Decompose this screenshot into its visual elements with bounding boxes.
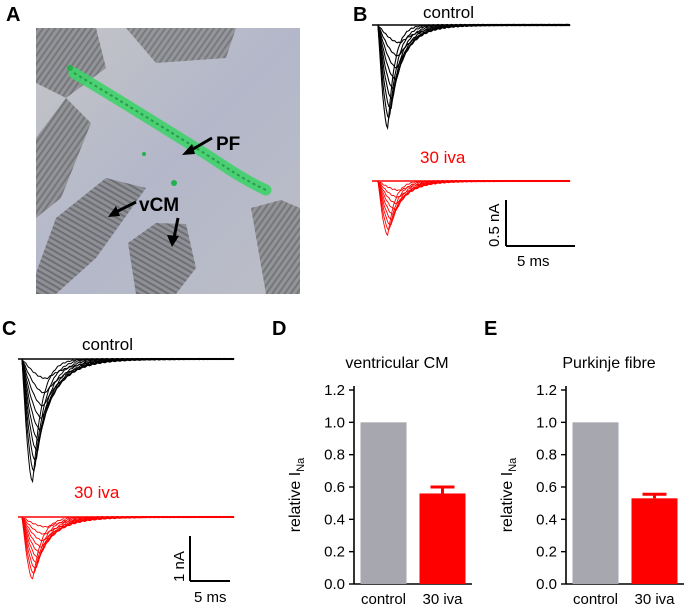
bar-chart-purkinje: Purkinje fibre relative INa 0.0 0.2 0.4 0.6 0.… [499, 355, 684, 608]
x-tick-label: 30 iva [422, 591, 463, 608]
panel-b-traces: control 30 iva 0.5 nA 5 ms [372, 3, 575, 270]
current-trace [21, 357, 235, 473]
y-tick-label: 0.6 [536, 479, 557, 496]
bar [572, 422, 619, 584]
scale-bar-current-label: 1 nA [171, 551, 188, 582]
bar [631, 498, 678, 584]
current-trace [377, 23, 571, 120]
y-tick-label: 0.2 [324, 544, 345, 561]
cell-top [126, 28, 236, 63]
cell-left [36, 98, 91, 218]
panel-letter-c: C [2, 318, 17, 340]
current-trace [21, 357, 235, 484]
bar [360, 422, 407, 584]
y-tick-label: 1.0 [324, 414, 345, 431]
current-trace [377, 23, 571, 101]
panel-letter-d: D [272, 318, 287, 340]
current-trace [377, 179, 571, 216]
panel-c-traces: control 30 iva 1 nA 5 ms [18, 335, 235, 606]
trace-label-control: control [82, 335, 133, 354]
y-axis-label: relative INa [287, 457, 307, 532]
current-trace [377, 23, 571, 91]
micrograph-image: PF vCM [36, 28, 300, 294]
panel-letter-b: B [353, 4, 368, 26]
y-tick-label: 0.4 [536, 511, 557, 528]
cell-bottom-left [36, 178, 146, 294]
panel-letter-a: A [6, 4, 21, 26]
drug-traces [372, 179, 571, 237]
current-trace [21, 357, 235, 394]
trace-label-drug: 30 iva [420, 148, 466, 167]
y-tick-label: 0.8 [536, 447, 557, 464]
cell-bottom-middle [128, 223, 196, 294]
current-trace [21, 357, 235, 380]
y-tick-label: 0.8 [324, 447, 345, 464]
chart-title: ventricular CM [345, 355, 448, 372]
x-tick-label: control [573, 591, 618, 608]
chart-title: Purkinje fibre [562, 355, 655, 372]
scale-bar-time-label: 5 ms [517, 253, 550, 270]
label-vcm: vCM [139, 195, 179, 216]
y-tick-label: 0.0 [324, 576, 345, 593]
arrow-vcm-down [172, 217, 180, 239]
scale-bar-current-label: 0.5 nA [486, 204, 503, 247]
y-axis-label: relative INa [499, 457, 519, 532]
y-tick-label: 1.0 [536, 414, 557, 431]
y-tick-label: 1.2 [324, 382, 345, 399]
x-tick-label: 30 iva [634, 591, 675, 608]
control-traces [372, 23, 571, 131]
scale-bar-time-label: 5 ms [194, 589, 227, 606]
arrow-vcm-left [115, 200, 137, 214]
y-tick-label: 0.0 [536, 576, 557, 593]
current-trace [377, 23, 571, 44]
y-tick-label: 0.2 [536, 544, 557, 561]
cell-bottom-right [251, 200, 300, 294]
current-trace [21, 357, 235, 452]
current-trace [377, 179, 571, 237]
current-trace [21, 515, 235, 580]
current-trace [377, 179, 571, 221]
bar [419, 493, 466, 584]
control-traces [18, 357, 235, 484]
y-tick-label: 0.4 [324, 511, 345, 528]
label-pf: PF [216, 134, 240, 155]
current-trace [377, 23, 571, 131]
y-tick-label: 1.2 [536, 382, 557, 399]
trace-label-drug: 30 iva [74, 483, 120, 502]
y-tick-label: 0.6 [324, 479, 345, 496]
bar-chart-ventricular: ventricular CM relative INa 0.0 0.2 0.4 0.6 0.… [287, 355, 472, 608]
drug-traces [18, 515, 235, 580]
x-tick-label: control [361, 591, 406, 608]
trace-label-control: control [423, 3, 474, 22]
current-trace [377, 179, 571, 231]
current-trace [21, 515, 235, 564]
panel-letter-e: E [484, 318, 498, 340]
